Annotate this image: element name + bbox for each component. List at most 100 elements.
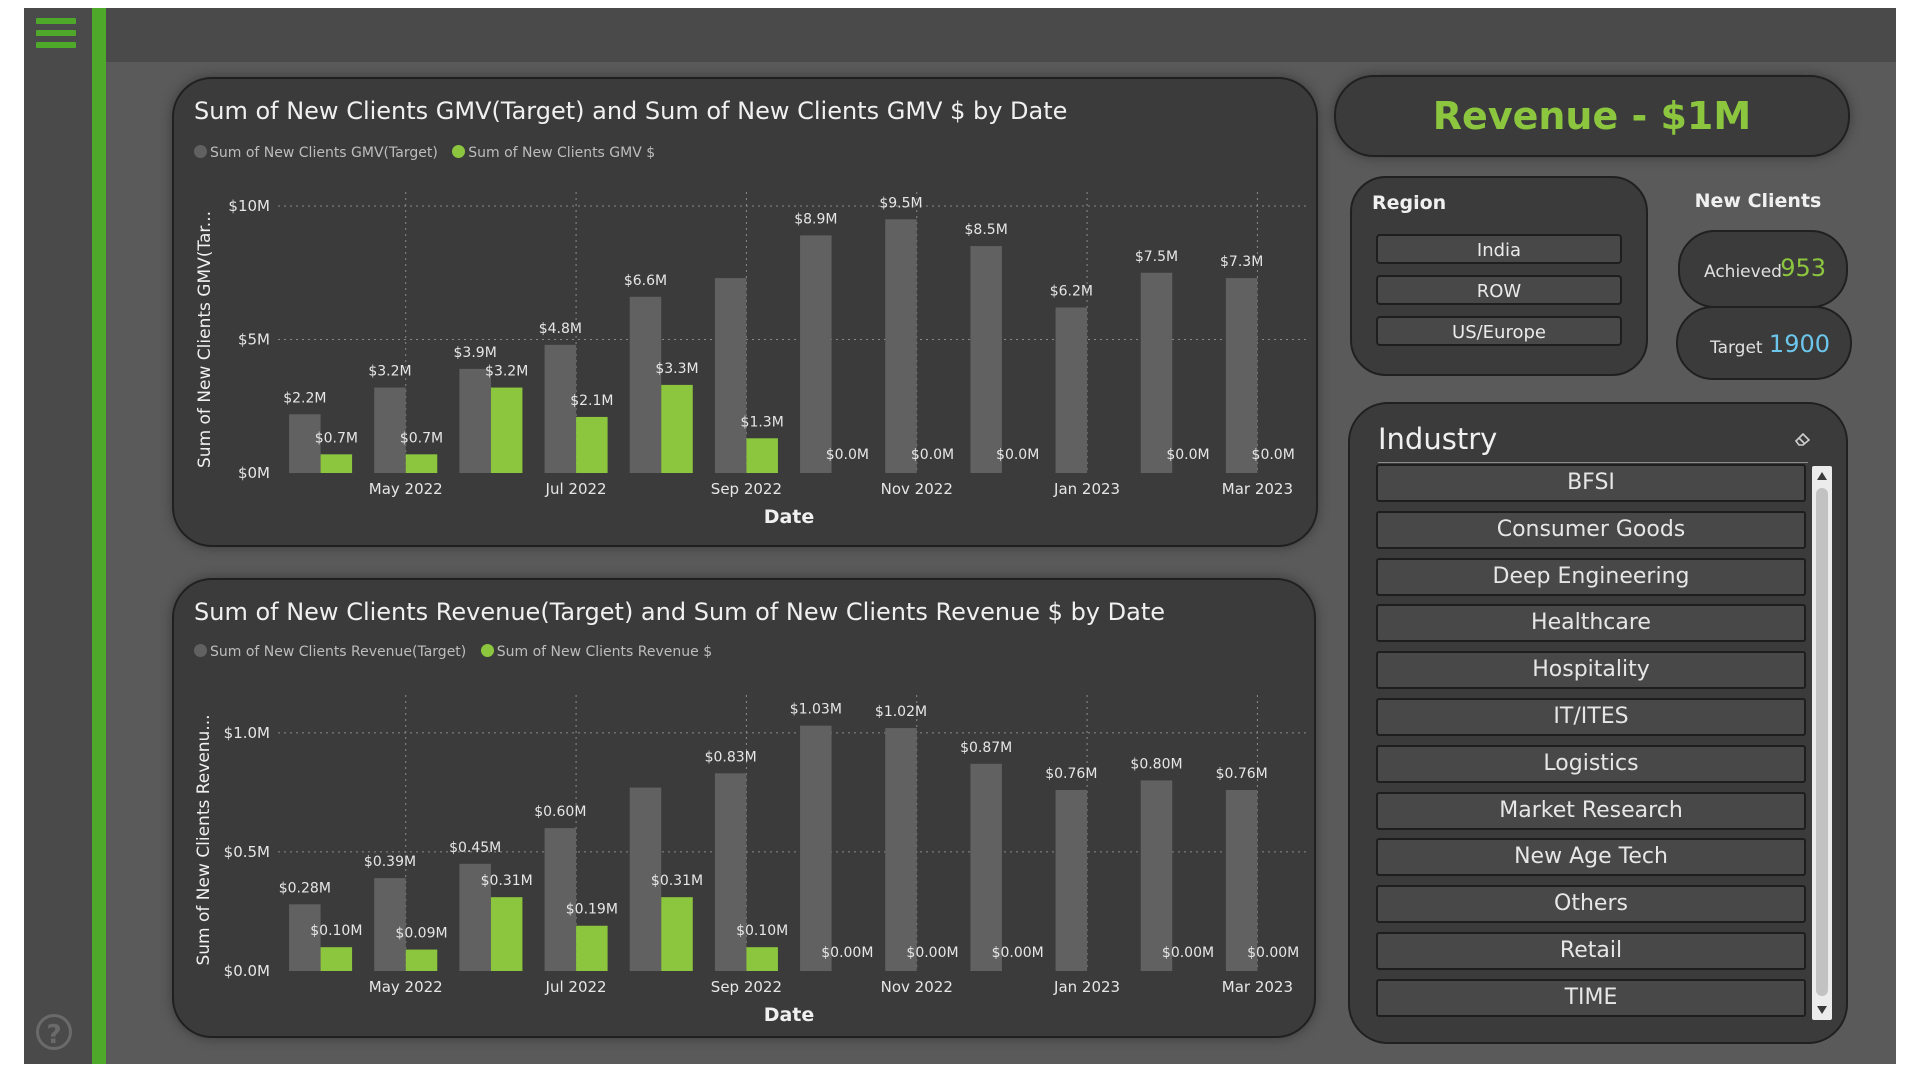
bar-actual[interactable] [746, 438, 778, 473]
data-label-actual: $0.10M [310, 923, 362, 939]
data-label-actual: $0.00M [992, 945, 1044, 961]
x-tick-label: Nov 2022 [881, 978, 953, 996]
bar-actual[interactable] [320, 947, 353, 971]
bar-actual[interactable] [576, 925, 608, 971]
x-tick-label: May 2022 [369, 978, 443, 996]
x-tick-label: Jan 2023 [1053, 480, 1120, 498]
revenue-bar-chart[interactable]: $0.0M $0.5M $1.0M $0.28M $0.10M $0.39M $0.09M M… [174, 580, 1314, 1036]
bar-target[interactable] [1055, 789, 1088, 971]
x-tick-label: Mar 2023 [1222, 978, 1293, 996]
bar-target[interactable] [885, 219, 917, 473]
y-axis-title: Sum of New Clients Revenu... [194, 714, 214, 965]
region-slicer: Region India ROW US/Europe [1350, 176, 1648, 376]
bar-target[interactable] [1140, 780, 1173, 971]
industry-option-market-research[interactable]: Market Research [1376, 791, 1806, 830]
bar-actual[interactable] [661, 897, 693, 971]
y-tick-label: $1.0M [224, 724, 270, 742]
left-nav-bar: ? [24, 8, 92, 1064]
data-label-target: $0.83M [705, 749, 757, 765]
industry-option-bfsi[interactable]: BFSI [1376, 464, 1806, 502]
legend-label: Sum of New Clients GMV $ [468, 145, 656, 161]
industry-option-retail[interactable]: Retail [1376, 932, 1806, 970]
legend-item-actual[interactable]: Sum of New Clients GMV $ [452, 145, 655, 161]
industry-option-deep-engineering[interactable]: Deep Engineering [1376, 557, 1806, 596]
bar-target[interactable] [289, 904, 321, 971]
x-tick-label: Sep 2022 [711, 978, 782, 996]
industry-slicer-title: Industry [1378, 422, 1498, 456]
bar-actual[interactable] [405, 454, 438, 473]
scrollbar-thumb[interactable] [1816, 488, 1828, 996]
bar-target[interactable] [289, 414, 321, 473]
bar-target[interactable] [970, 246, 1002, 473]
bar-target[interactable] [459, 863, 491, 971]
data-label-actual: $3.3M [655, 361, 698, 377]
bar-actual[interactable] [746, 947, 778, 971]
data-label-target: $0.39M [364, 854, 416, 870]
industry-option-hospitality[interactable]: Hospitality [1376, 651, 1806, 690]
scroll-up-arrow-icon[interactable] [1817, 472, 1827, 480]
data-label-actual: $0.7M [400, 430, 443, 446]
bar-actual[interactable] [320, 454, 353, 473]
bar-actual[interactable] [576, 416, 608, 473]
achieved-label: Achieved [1704, 262, 1782, 282]
revenue-card: Revenue - $1M [1334, 75, 1850, 157]
bar-target[interactable] [629, 296, 662, 473]
bar-target[interactable] [1225, 789, 1258, 971]
bar-target[interactable] [544, 828, 577, 971]
industry-option-logistics[interactable]: Logistics [1376, 744, 1806, 783]
bar-target[interactable] [1140, 272, 1173, 473]
region-option-us-europe[interactable]: US/Europe [1376, 316, 1622, 346]
bar-target[interactable] [800, 725, 832, 971]
industry-option-it-ites[interactable]: IT/ITES [1376, 698, 1806, 736]
data-label-target: $7.5M [1135, 249, 1178, 265]
data-label-actual: $0.00M [1162, 945, 1214, 961]
achieved-card: Achieved 953 [1678, 230, 1848, 308]
data-label-target: $0.76M [1216, 766, 1268, 782]
industry-option-others[interactable]: Others [1376, 885, 1806, 924]
data-label-actual: $0.0M [911, 447, 954, 463]
industry-option-time[interactable]: TIME [1376, 978, 1806, 1017]
hamburger-menu-icon[interactable] [36, 18, 76, 54]
gmv-bar-chart[interactable]: $0M $5M $10M $2.2M $0.7M $3.2M $0.7M May 2022 $3… [174, 79, 1316, 545]
help-icon[interactable]: ? [36, 1014, 72, 1050]
legend-item-actual[interactable]: Sum of New Clients Revenue $ [480, 644, 712, 660]
legend-item-target[interactable]: Sum of New Clients Revenue(Target) [194, 644, 466, 660]
bar-target[interactable] [800, 235, 832, 473]
bar-actual[interactable] [405, 949, 438, 971]
x-tick-label: Jan 2023 [1053, 978, 1120, 996]
bar-actual[interactable] [661, 384, 693, 473]
industry-option-consumer-goods[interactable]: Consumer Goods [1376, 510, 1806, 549]
bar-actual[interactable] [490, 387, 523, 473]
gmv-chart-title: Sum of New Clients GMV(Target) and Sum o… [194, 97, 1068, 125]
bar-target[interactable] [459, 368, 491, 473]
bar-target[interactable] [374, 878, 406, 971]
data-label-actual: $0.00M [906, 945, 958, 961]
legend-item-target[interactable]: Sum of New Clients GMV(Target) [194, 145, 438, 161]
eraser-icon[interactable] [1794, 432, 1812, 446]
bar-actual[interactable] [490, 897, 523, 971]
bar-target[interactable] [970, 763, 1002, 971]
bar-target[interactable] [714, 773, 747, 971]
region-option-row[interactable]: ROW [1376, 275, 1622, 305]
bar-target[interactable] [1055, 307, 1088, 473]
data-label-actual: $0.0M [996, 447, 1039, 463]
region-option-india[interactable]: India [1376, 234, 1622, 264]
revenue-chart-legend: Sum of New Clients Revenue(Target) Sum o… [194, 644, 722, 660]
bar-target[interactable] [1225, 278, 1258, 473]
revenue-chart-panel: Sum of New Clients Revenue(Target) and S… [172, 578, 1316, 1038]
data-label-actual: $0.31M [651, 873, 703, 889]
industry-scrollbar[interactable] [1812, 466, 1832, 1020]
industry-option-healthcare[interactable]: Healthcare [1376, 604, 1806, 643]
data-label-target: $0.80M [1130, 756, 1182, 772]
bar-target[interactable] [714, 278, 747, 473]
data-label-actual: $3.2M [485, 364, 528, 380]
bar-target[interactable] [544, 344, 577, 473]
data-label-target: $0.45M [449, 840, 501, 856]
scroll-down-arrow-icon[interactable] [1817, 1006, 1827, 1014]
bar-target[interactable] [629, 787, 662, 971]
bar-target[interactable] [374, 387, 406, 473]
industry-option-new-age-tech[interactable]: New Age Tech [1376, 838, 1806, 877]
legend-dot-actual [452, 145, 466, 158]
bar-target[interactable] [885, 728, 917, 971]
data-label-actual: $0.0M [1252, 447, 1295, 463]
